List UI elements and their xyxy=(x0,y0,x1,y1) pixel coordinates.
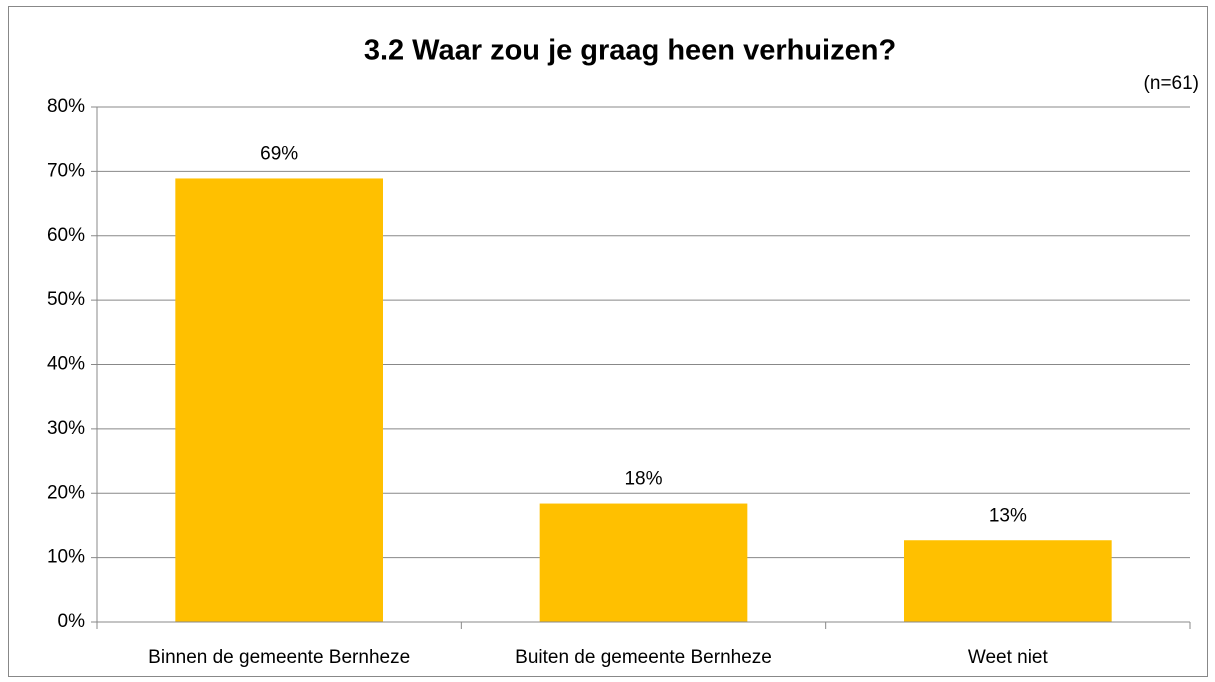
bar xyxy=(175,178,384,623)
bar xyxy=(539,503,748,622)
data-label: 13% xyxy=(989,505,1027,526)
chart-subtitle: (n=61) xyxy=(1144,73,1199,94)
data-label: 69% xyxy=(260,143,298,164)
y-tick-label: 30% xyxy=(47,418,85,439)
chart-title: 3.2 Waar zou je graag heen verhuizen? xyxy=(364,35,896,67)
y-tick-label: 60% xyxy=(47,225,85,246)
y-tick-label: 80% xyxy=(47,96,85,117)
y-tick-label: 40% xyxy=(47,354,85,375)
bar xyxy=(903,540,1112,622)
y-tick-label: 0% xyxy=(58,611,86,632)
x-tick-label: Buiten de gemeente Bernheze xyxy=(515,647,772,668)
y-tick-label: 70% xyxy=(47,160,85,181)
x-tick-label: Binnen de gemeente Bernheze xyxy=(148,647,410,668)
x-tick-label: Weet niet xyxy=(968,647,1049,668)
data-label: 18% xyxy=(624,469,662,490)
y-tick-label: 10% xyxy=(47,547,85,568)
y-tick-label: 50% xyxy=(47,289,85,310)
y-tick-label: 20% xyxy=(47,482,85,503)
